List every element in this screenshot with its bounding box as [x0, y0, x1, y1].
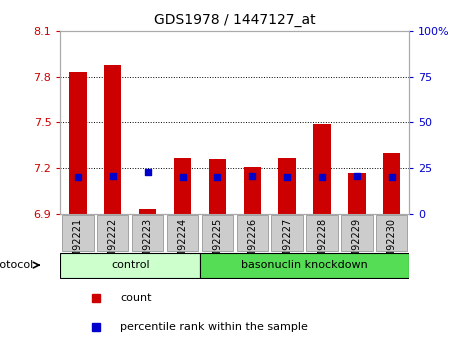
Text: GSM92227: GSM92227 — [282, 218, 292, 271]
FancyBboxPatch shape — [272, 215, 303, 251]
Bar — [69, 72, 86, 214]
Point — [179, 175, 186, 180]
Point — [353, 173, 361, 178]
FancyBboxPatch shape — [237, 215, 268, 251]
Text: GSM92223: GSM92223 — [143, 218, 153, 271]
FancyBboxPatch shape — [132, 215, 163, 251]
Bar — [174, 158, 191, 214]
Point — [248, 173, 256, 178]
Point — [283, 175, 291, 180]
FancyBboxPatch shape — [62, 215, 93, 251]
Text: basonuclin knockdown: basonuclin knockdown — [241, 260, 368, 270]
FancyBboxPatch shape — [306, 215, 338, 251]
Bar — [313, 124, 331, 214]
Bar — [348, 173, 365, 214]
Point — [144, 169, 152, 175]
Text: count: count — [120, 294, 152, 304]
FancyBboxPatch shape — [376, 215, 407, 251]
Bar — [139, 209, 156, 214]
FancyBboxPatch shape — [97, 215, 128, 251]
Text: GSM92228: GSM92228 — [317, 218, 327, 271]
Point — [214, 175, 221, 180]
Text: GSM92225: GSM92225 — [213, 218, 222, 271]
Text: protocol: protocol — [0, 260, 33, 270]
Point — [109, 173, 116, 178]
Text: GSM92229: GSM92229 — [352, 218, 362, 271]
FancyBboxPatch shape — [200, 253, 409, 278]
Title: GDS1978 / 1447127_at: GDS1978 / 1447127_at — [154, 13, 316, 27]
Point — [318, 175, 325, 180]
Text: control: control — [111, 260, 150, 270]
FancyBboxPatch shape — [341, 215, 372, 251]
Bar — [244, 167, 261, 214]
FancyBboxPatch shape — [60, 253, 200, 278]
FancyBboxPatch shape — [167, 215, 198, 251]
Bar — [209, 159, 226, 214]
Text: GSM92224: GSM92224 — [178, 218, 187, 271]
Text: GSM92221: GSM92221 — [73, 218, 83, 271]
Text: GSM92226: GSM92226 — [247, 218, 257, 271]
Point — [74, 175, 82, 180]
Bar — [104, 65, 121, 214]
Bar — [279, 158, 296, 214]
Point — [388, 175, 395, 180]
Bar — [383, 153, 400, 214]
Text: GSM92230: GSM92230 — [387, 218, 397, 271]
Text: percentile rank within the sample: percentile rank within the sample — [120, 322, 308, 332]
Text: GSM92222: GSM92222 — [108, 218, 118, 271]
FancyBboxPatch shape — [202, 215, 233, 251]
